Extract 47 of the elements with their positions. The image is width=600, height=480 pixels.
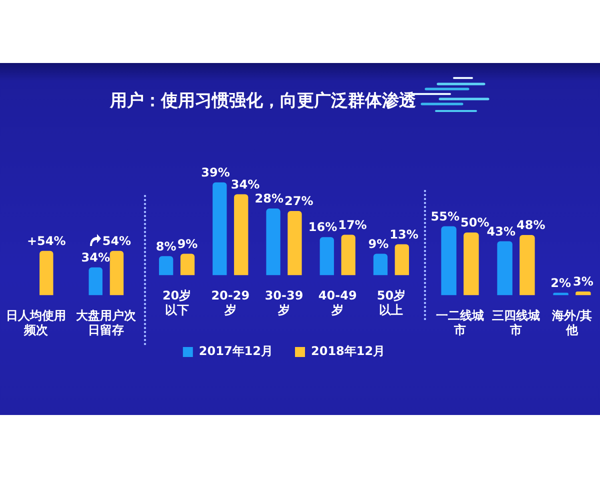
bar bbox=[441, 226, 456, 296]
data-label: 50% bbox=[460, 216, 490, 230]
data-label: 34% bbox=[230, 177, 260, 192]
bar bbox=[212, 182, 227, 276]
data-label: 54% bbox=[102, 234, 132, 248]
x-tick-label: 日人均使用频次 bbox=[6, 308, 66, 337]
legend-label: 2017年12月 bbox=[198, 344, 274, 358]
data-label: 3% bbox=[573, 274, 594, 289]
data-label: +54% bbox=[26, 234, 66, 248]
bar bbox=[234, 194, 248, 276]
x-tick-label: 一二线城市 bbox=[436, 308, 484, 337]
bar bbox=[341, 234, 356, 276]
data-label: 28% bbox=[254, 192, 284, 206]
bar bbox=[373, 254, 388, 276]
data-label: 27% bbox=[284, 194, 314, 208]
bar bbox=[266, 208, 280, 276]
x-tick-label: 40-49岁 bbox=[318, 288, 357, 317]
x-tick-label: 大盘用户次日留存 bbox=[76, 308, 138, 337]
data-label: 13% bbox=[390, 227, 418, 242]
data-label: 48% bbox=[516, 218, 546, 232]
chart-title: 用户：使用习惯强化，向更广泛群体渗透 bbox=[110, 90, 416, 112]
data-label: 16% bbox=[308, 220, 338, 234]
x-tick-label: 30-39岁 bbox=[264, 288, 304, 317]
x-tick-label: 三四线城市 bbox=[492, 308, 540, 337]
bar bbox=[394, 244, 409, 276]
bar bbox=[497, 241, 512, 296]
x-tick-label: 海外/其他 bbox=[550, 308, 592, 337]
data-label: 17% bbox=[338, 218, 367, 232]
x-tick-label: 20-29岁 bbox=[211, 288, 250, 317]
data-label: 39% bbox=[201, 166, 230, 180]
data-label: 8% bbox=[156, 239, 176, 254]
x-tick-label: 20岁以下 bbox=[162, 288, 192, 317]
bar bbox=[180, 254, 195, 276]
bar bbox=[288, 210, 302, 276]
data-label: 2% bbox=[550, 276, 571, 290]
data-label: 55% bbox=[430, 209, 460, 224]
data-label: 34% bbox=[81, 250, 110, 264]
bar bbox=[159, 256, 174, 276]
bar bbox=[520, 235, 535, 296]
x-tick-label: 50岁以上 bbox=[376, 288, 406, 317]
bar bbox=[464, 232, 479, 296]
data-label: 9% bbox=[177, 236, 198, 251]
bar bbox=[576, 291, 591, 296]
bar bbox=[553, 292, 568, 296]
bar bbox=[320, 237, 334, 276]
data-label: 9% bbox=[368, 236, 389, 251]
legend-label: 2018年12月 bbox=[311, 344, 386, 358]
